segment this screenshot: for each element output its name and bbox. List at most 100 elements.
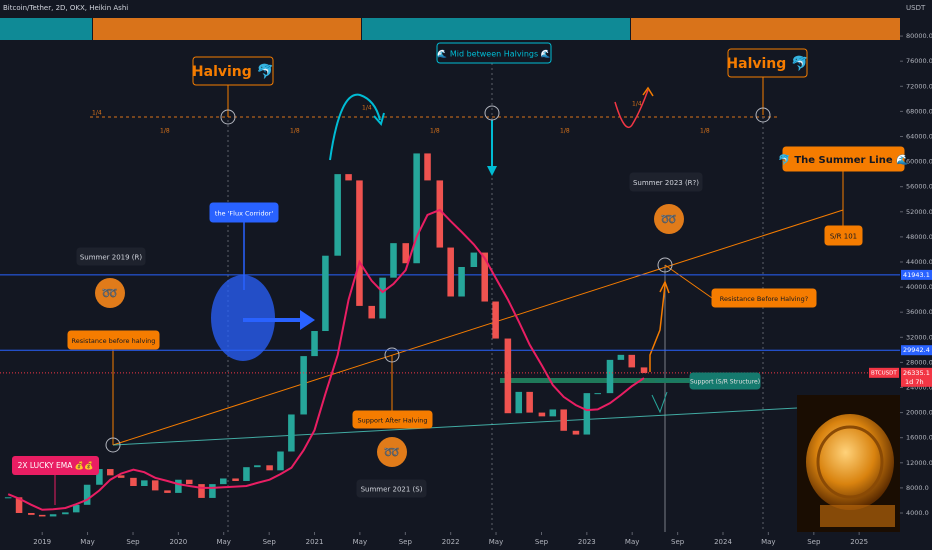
annotation: Resistance Before Halving? (720, 295, 808, 303)
annotation-box (824, 225, 863, 246)
annotation-box (711, 288, 817, 308)
fraction-label: 1/4 (92, 110, 102, 117)
annotation-box (782, 146, 905, 172)
cyan-arrowhead (373, 112, 385, 127)
fraction-label: 1/8 (430, 128, 440, 135)
candle (254, 465, 261, 468)
candle (288, 414, 295, 452)
y-tick-label: 28000.0 (906, 358, 932, 366)
icon-circle (654, 204, 684, 234)
x-tick-label: May (761, 538, 775, 546)
annotation: Resistance before halving (72, 337, 156, 345)
candle (185, 479, 193, 485)
y-tick-label: 8000.0 (906, 484, 929, 492)
candle (379, 277, 386, 319)
y-tick-label: 80000.0 (906, 32, 932, 40)
cycle-band (0, 18, 92, 40)
candle (96, 469, 103, 485)
y-tick-label: 40000.0 (906, 283, 932, 291)
x-tick-label: Sep (263, 538, 277, 546)
candle (28, 512, 35, 515)
candle (300, 356, 307, 415)
fraction-label: 1/8 (700, 128, 710, 135)
icon: ➿ (102, 287, 118, 302)
candle (436, 180, 444, 248)
marker-circle (220, 109, 236, 125)
summer-line (112, 209, 844, 446)
candle (311, 331, 318, 357)
candle (515, 391, 523, 414)
marker-circle (484, 105, 500, 121)
x-tick-label: May (80, 538, 94, 546)
x-tick-label: May (625, 538, 639, 546)
fraction-label: 1/8 (290, 128, 300, 135)
candle (628, 354, 636, 368)
marker-circle (755, 107, 771, 123)
candle (62, 512, 69, 515)
countdown-label: 1d 7h (905, 378, 924, 386)
marker-circle (105, 437, 121, 453)
annotation-box (209, 202, 279, 223)
annotation-box (356, 479, 427, 498)
y-tick-label: 56000.0 (906, 183, 932, 191)
y-tick-label: 24000.0 (906, 383, 932, 391)
chart-title: Bitcoin/Tether, 2D, OKX, Heikin Ashi (3, 4, 128, 12)
support-line (112, 407, 798, 446)
candle (175, 479, 182, 493)
annotation-box (436, 42, 552, 64)
candle (504, 338, 512, 414)
annotation: Summer 2023 (R?) (633, 179, 699, 187)
candle (424, 153, 431, 181)
x-tick-label: May (216, 538, 230, 546)
x-tick-label: 2020 (169, 538, 187, 546)
marker-circle (384, 347, 400, 363)
unit-label: USDT (906, 4, 926, 12)
y-tick-label: 32000.0 (906, 333, 932, 341)
candle (617, 354, 625, 360)
y-tick-label: 76000.0 (906, 57, 932, 65)
candle (572, 430, 580, 435)
fraction-label: 1/8 (560, 128, 570, 135)
annotation-box (352, 410, 433, 429)
candle (15, 497, 23, 513)
candle (243, 467, 250, 481)
candle (492, 301, 499, 339)
candle (130, 477, 137, 487)
last-price-tag (901, 367, 932, 387)
candle (345, 174, 352, 181)
x-tick-label: 2022 (442, 538, 460, 546)
icon: ➿ (661, 213, 677, 228)
candle (402, 243, 410, 264)
annotation-box (67, 330, 160, 350)
annotation: Support After Halving (357, 417, 427, 425)
x-tick-label: Sep (126, 538, 140, 546)
annotation: Halving 🐬 (726, 54, 808, 72)
y-tick-label: 20000.0 (906, 409, 932, 417)
candle (266, 465, 273, 471)
icon: ➿ (384, 446, 400, 461)
annotation: Summer 2019 (R) (80, 254, 143, 262)
annotation: Support (S/R Structure) (690, 379, 760, 386)
ema-label-box (12, 456, 99, 475)
candle (4, 497, 12, 499)
symbol-tag-label: BTCUSDT (871, 370, 897, 376)
y-tick-label: 52000.0 (906, 208, 932, 216)
candle (220, 478, 227, 485)
annotation-box (192, 56, 274, 86)
candle (83, 484, 91, 505)
x-tick-label: 2025 (850, 538, 868, 546)
candle (526, 391, 533, 413)
candle (458, 267, 465, 297)
candle (72, 504, 80, 513)
candle (390, 243, 397, 278)
candle (560, 409, 567, 431)
candle (640, 367, 648, 374)
candle (49, 514, 57, 517)
candle (198, 484, 205, 498)
y-tick-label: 4000.0 (906, 509, 929, 517)
annotation: S/R 101 (830, 233, 857, 241)
level-tag-label: 29942.4 (903, 346, 930, 354)
level-tag (901, 269, 932, 280)
cycle-band (362, 18, 630, 40)
